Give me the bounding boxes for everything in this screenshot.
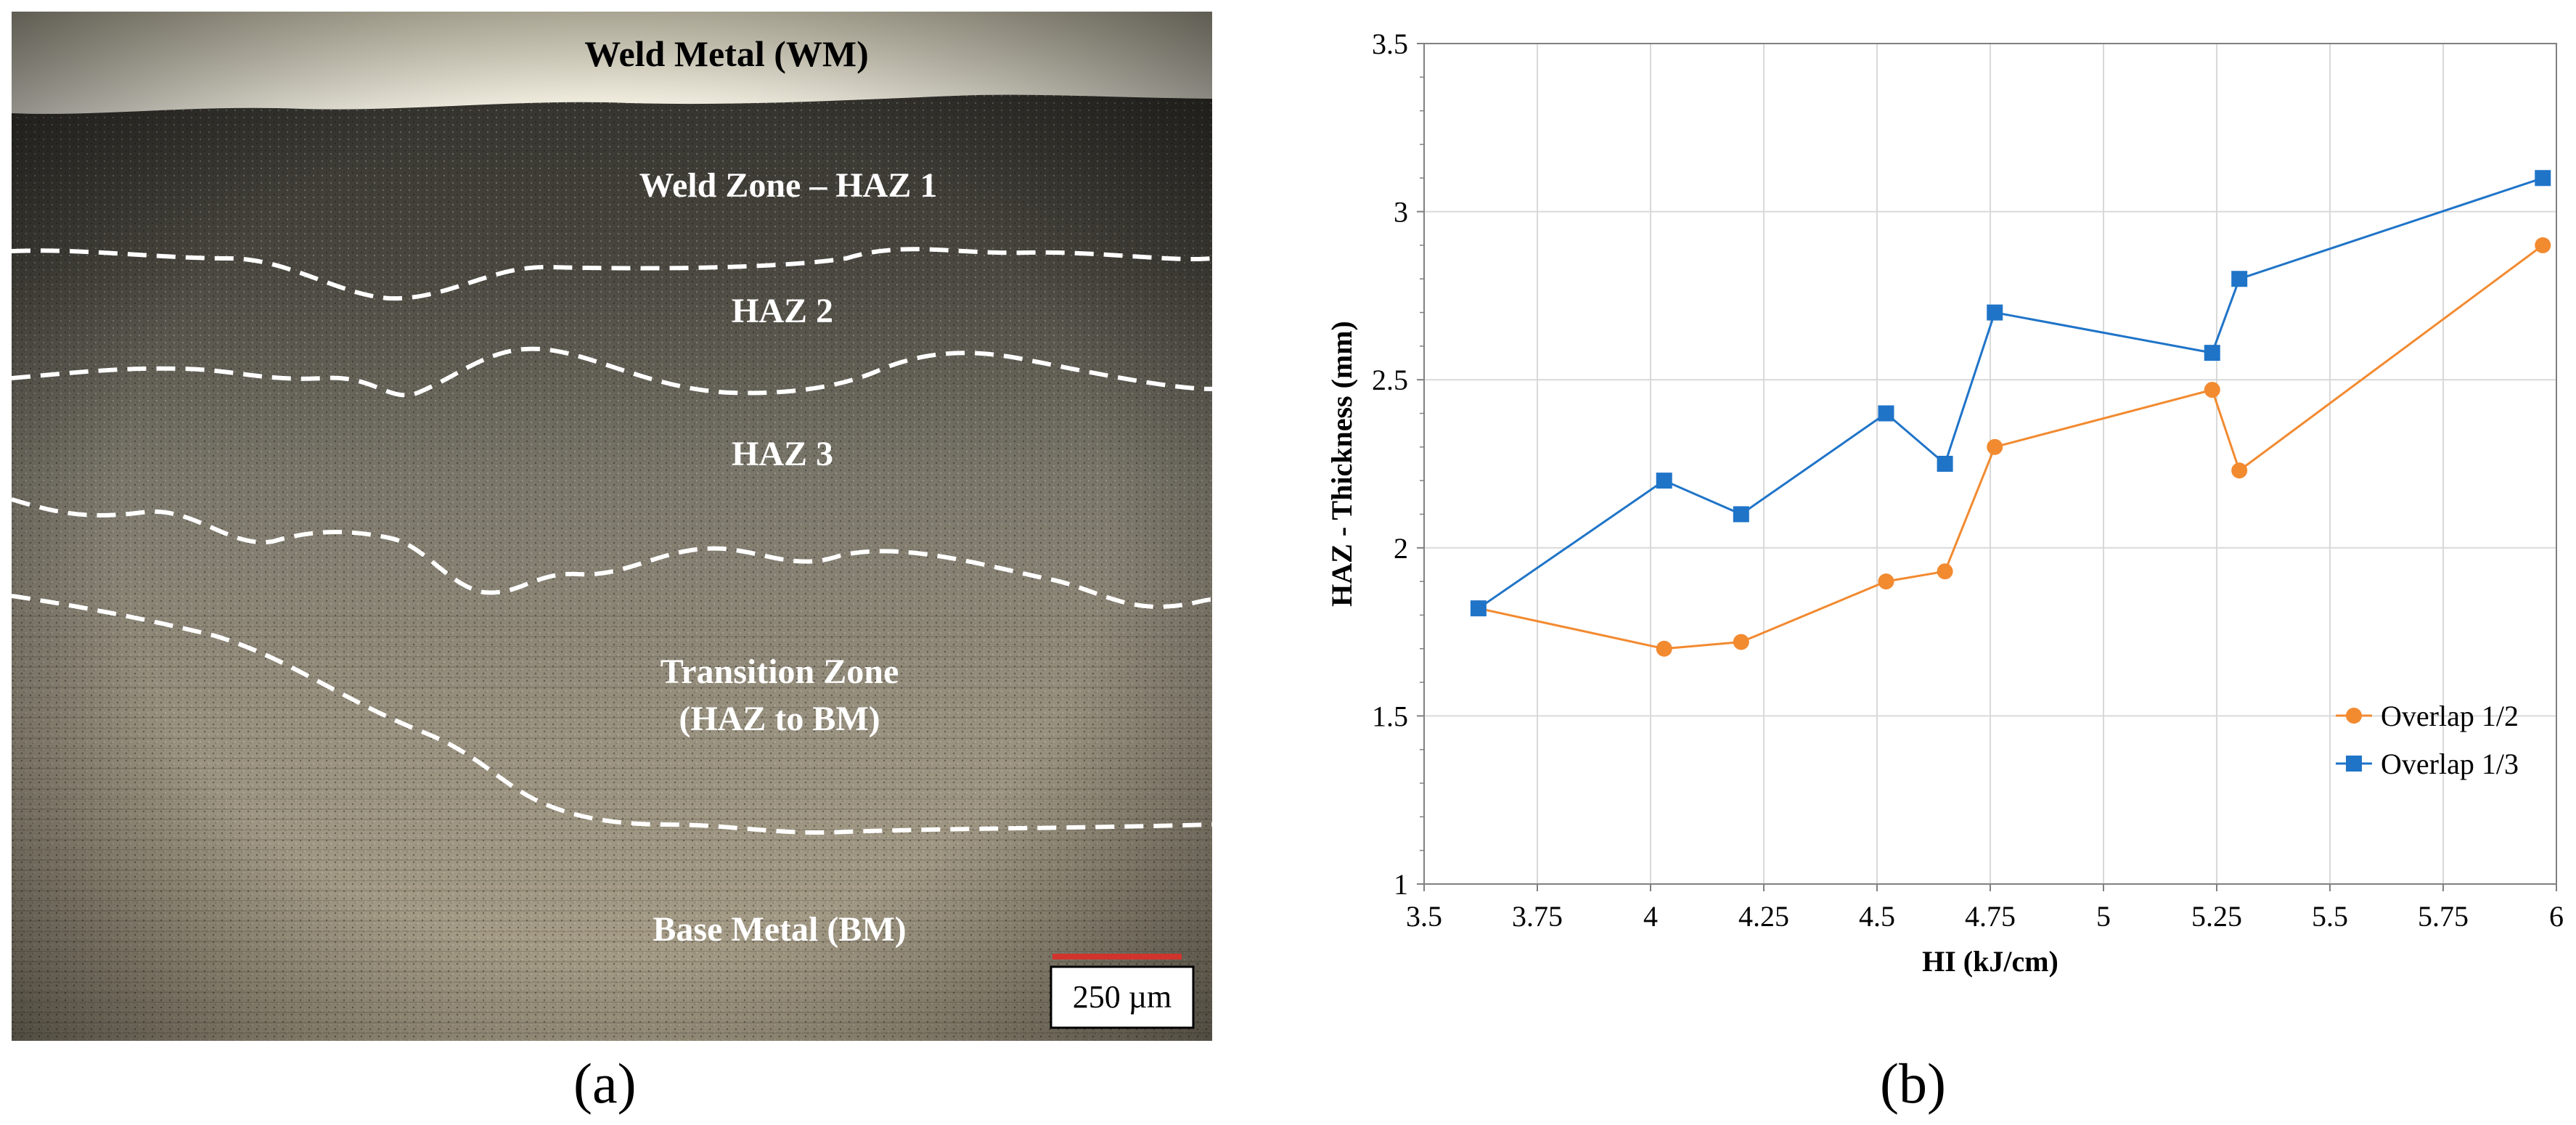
- data-point-overlap-half: [1656, 640, 1672, 657]
- x-tick-label: 4: [1643, 900, 1658, 933]
- label-transition-zone: Transition Zone: [661, 652, 899, 691]
- x-tick-label: 3.75: [1512, 900, 1563, 933]
- y-tick-label: 1: [1394, 868, 1408, 901]
- data-point-overlap-half: [2204, 382, 2220, 398]
- data-point-overlap-half: [2535, 237, 2551, 253]
- caption-a: (a): [573, 1052, 637, 1115]
- data-point-overlap-third: [1937, 456, 1953, 472]
- x-tick-label: 4.25: [1738, 900, 1789, 933]
- legend: Overlap 1/2 Overlap 1/3: [2336, 700, 2519, 780]
- series-line-1: [1478, 244, 2544, 650]
- data-point-overlap-half: [2231, 462, 2248, 479]
- y-tick-label: 2.5: [1372, 364, 1408, 396]
- y-axis-title: HAZ - Thickness (mm): [1325, 321, 1358, 607]
- x-tick-label: 4.5: [1859, 900, 1895, 933]
- x-tick-label: 3.5: [1406, 900, 1442, 933]
- y-tick-label: 2: [1394, 532, 1408, 565]
- label-haz1: Weld Zone – HAZ 1: [639, 166, 938, 205]
- data-point-overlap-half: [1733, 634, 1749, 650]
- data-point-overlap-third: [2204, 345, 2220, 361]
- data-point-overlap-third: [1656, 472, 1672, 489]
- data-point-overlap-third: [1987, 304, 2003, 321]
- caption-b: (b): [1880, 1052, 1946, 1115]
- x-tick-label: 5.25: [2191, 900, 2242, 933]
- micrograph-panel: Weld Metal (WM) Weld Zone – HAZ 1 HAZ 2 …: [11, 12, 1213, 1041]
- data-point-overlap-third: [1878, 405, 1894, 422]
- x-tick-label: 5.5: [2312, 900, 2348, 933]
- x-axis-title: HI (kJ/cm): [1922, 945, 2058, 978]
- x-tick-label: 5: [2096, 900, 2111, 933]
- series-line-2: [1478, 176, 2543, 610]
- data-point-overlap-third: [2231, 271, 2248, 287]
- ticks: 3.5 3.75 4 4.25 4.5 4.75 5 5.25 5.5 5.75 6 1 1.5 2 2.5…: [1372, 28, 2564, 933]
- x-tick-label: 5.75: [2418, 900, 2469, 933]
- x-tick-label: 6: [2549, 900, 2564, 933]
- label-base-metal: Base Metal (BM): [653, 910, 906, 949]
- haz-thickness-chart: 3.5 3.75 4 4.25 4.5 4.75 5 5.25 5.5 5.75 6 1 1.5 2 2.5…: [1325, 28, 2564, 978]
- data-point-overlap-half: [1937, 563, 1953, 580]
- data-point-overlap-third: [1470, 600, 1487, 617]
- y-tick-label: 3.5: [1372, 29, 1408, 60]
- data-point-overlap-third: [1733, 506, 1749, 523]
- y-tick-label: 3: [1394, 196, 1408, 229]
- legend-label: Overlap 1/3: [2381, 748, 2519, 780]
- micrograph-image: Weld Metal (WM) Weld Zone – HAZ 1 HAZ 2 …: [11, 12, 1213, 1041]
- y-tick-label: 1.5: [1372, 700, 1408, 732]
- scale-bar-line: [1052, 954, 1182, 960]
- legend-marker-square: [2346, 756, 2362, 772]
- scale-bar-label: 250 µm: [1073, 979, 1172, 1015]
- label-transition-zone-sub: (HAZ to BM): [679, 700, 880, 738]
- legend-label: Overlap 1/2: [2381, 700, 2519, 732]
- legend-marker-circle: [2346, 708, 2362, 724]
- data-point-overlap-half: [1987, 438, 2003, 455]
- chart-panel: 3.5 3.75 4 4.25 4.5 4.75 5 5.25 5.5 5.75 6 1 1.5 2 2.5…: [1307, 28, 2569, 1067]
- data-point-overlap-half: [1878, 573, 1894, 590]
- scale-bar-box: [1050, 965, 1195, 1029]
- data-point-overlap-third: [2535, 170, 2551, 187]
- zone-boundaries: [11, 247, 1213, 835]
- series: [1470, 170, 2551, 657]
- label-haz2: HAZ 2: [732, 292, 833, 330]
- x-tick-label: 4.75: [1965, 900, 2016, 933]
- label-haz3: HAZ 3: [732, 435, 833, 473]
- label-weld-metal: Weld Metal (WM): [584, 33, 869, 74]
- scale-bar: 250 µm: [1050, 954, 1195, 1029]
